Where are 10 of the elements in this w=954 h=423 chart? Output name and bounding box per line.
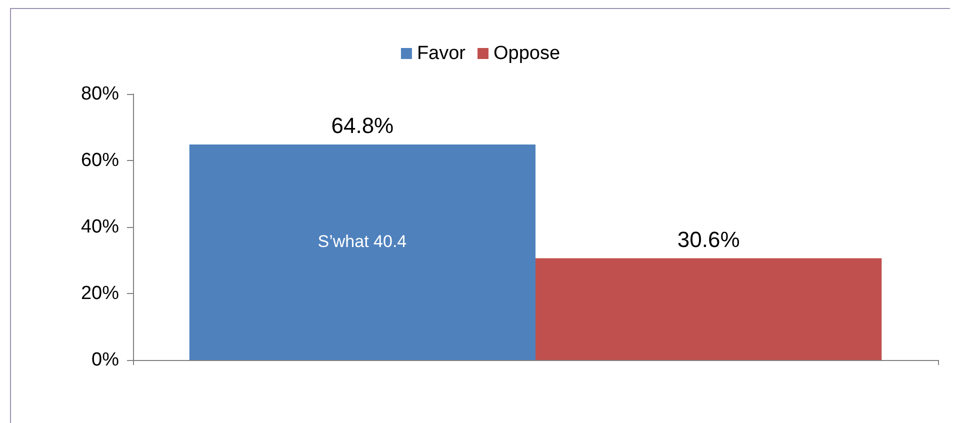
y-tick-label: 0%: [92, 350, 120, 370]
y-tick-label: 20%: [80, 283, 120, 304]
data-label: 64.8%: [331, 113, 394, 138]
y-tick-label: 80%: [80, 84, 120, 104]
legend-label: Favor: [416, 43, 466, 64]
data-label: 30.6%: [677, 226, 740, 252]
y-tick-label: 40%: [80, 216, 120, 238]
annotation: S’what 40.4: [318, 232, 407, 251]
y-tick-label: 60%: [80, 150, 120, 171]
legend-label: Oppose: [494, 43, 560, 64]
